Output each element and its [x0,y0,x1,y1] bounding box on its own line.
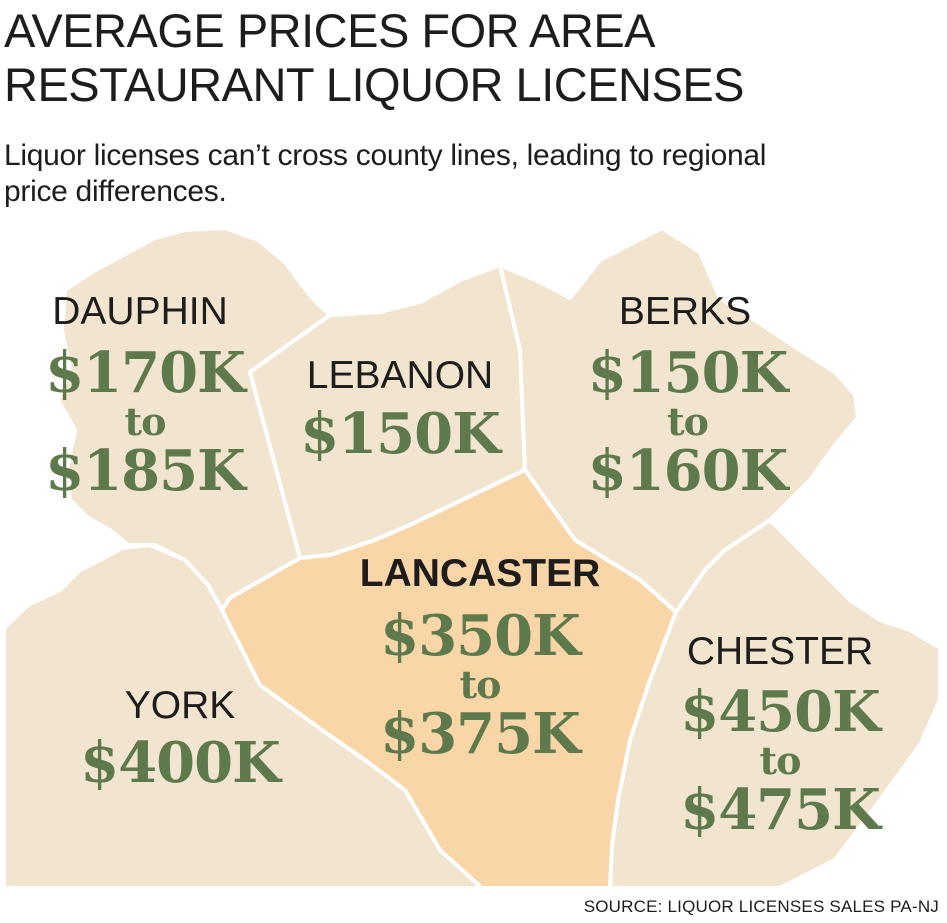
price-range-dauphin: $170K to $185K [10,345,280,499]
price-high-dauphin: $185K [45,438,246,504]
price-low-dauphin: $170K [45,340,246,406]
county-name-chester: CHESTER [686,630,874,673]
price-connector-chester: to [759,738,802,783]
price-connector-berks: to [667,399,709,444]
county-name-lebanon: LEBANON [306,354,494,397]
subtitle-line-2: price differences. [4,175,227,208]
price-low-chester: $450K [680,679,881,745]
price-connector-lancaster: to [459,662,502,707]
price-range-lancaster: $350K to $375K [335,608,625,762]
price-range-berks: $150K to $160K [555,345,820,499]
map-subtitle: Liquor licenses can’t cross county lines… [4,138,947,210]
price-high-lancaster: $375K [380,701,581,767]
county-name-berks: BERKS [618,290,752,333]
price-york: $400K [80,730,281,796]
title-line-2: RESTAURANT LIQUOR LICENSES [4,58,745,111]
county-name-dauphin: DAUPHIN [52,290,228,333]
price-high-chester: $475K [680,777,881,843]
price-connector-dauphin: to [124,399,167,444]
map-title: AVERAGE PRICES FOR AREA RESTAURANT LIQUO… [4,4,745,112]
price-range-chester: $450K to $475K [645,684,915,838]
price-lebanon: $150K [300,401,501,467]
subtitle-line-1: Liquor licenses can’t cross county lines… [4,139,767,172]
title-line-1: AVERAGE PRICES FOR AREA [4,4,656,57]
price-high-berks: $160K [587,438,789,504]
county-name-lancaster: LANCASTER [359,552,601,595]
county-shape-lancaster [220,468,678,890]
source-credit: SOURCE: LIQUOR LICENSES SALES PA-NJ [583,897,939,916]
county-name-york: YORK [124,684,236,727]
price-low-berks: $150K [587,340,789,406]
price-low-lancaster: $350K [380,603,581,669]
